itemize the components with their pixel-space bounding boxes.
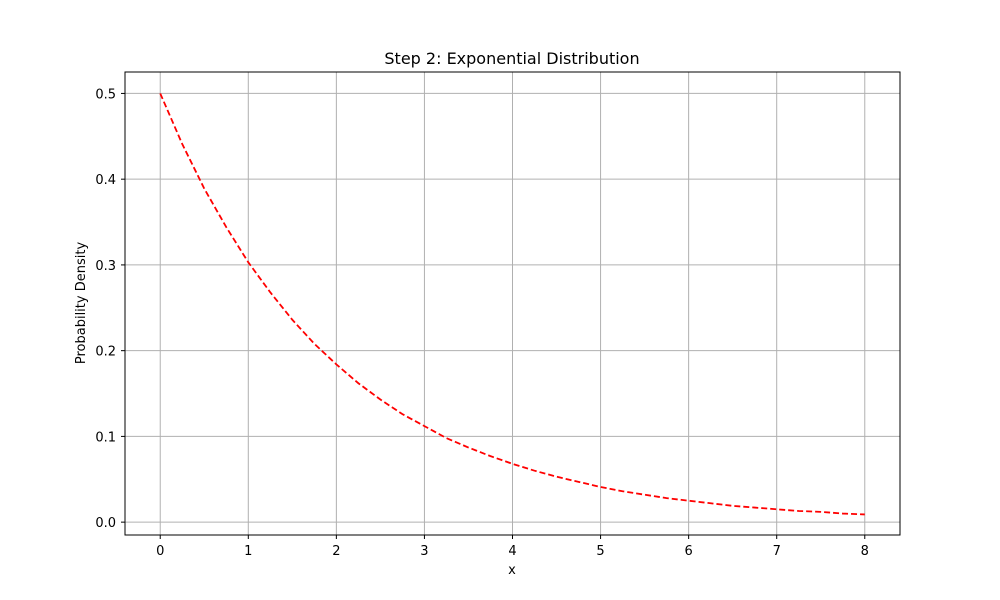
y-tick-label: 0.2 (95, 345, 116, 360)
pdf-curve-line (159, 93, 865, 516)
y-tick-label: 0.5 (95, 87, 116, 102)
y-tick-label: 0.3 (95, 259, 116, 274)
y-axis-ticks: 0.0 0.1 0.2 0.3 0.4 0.5 (95, 87, 125, 531)
y-tick-label: 0.0 (95, 516, 116, 531)
y-tick-label: 0.1 (95, 430, 116, 445)
y-tick-label: 0.4 (95, 173, 116, 188)
series-layer (159, 93, 865, 516)
x-axis-ticks: 0 1 2 3 4 5 6 7 8 (156, 535, 869, 559)
chart-title: Step 2: Exponential Distribution (384, 49, 639, 68)
x-tick-label: 5 (596, 544, 604, 559)
grid-lines (125, 72, 900, 535)
x-tick-label: 4 (508, 544, 516, 559)
x-tick-label: 2 (332, 544, 340, 559)
y-axis-label: Probability Density (74, 242, 89, 365)
x-tick-label: 6 (684, 544, 692, 559)
x-tick-label: 8 (861, 544, 869, 559)
x-tick-label: 0 (156, 544, 164, 559)
x-tick-label: 7 (773, 544, 781, 559)
x-axis-label: x (508, 563, 516, 578)
x-tick-label: 3 (420, 544, 428, 559)
x-tick-label: 1 (244, 544, 252, 559)
